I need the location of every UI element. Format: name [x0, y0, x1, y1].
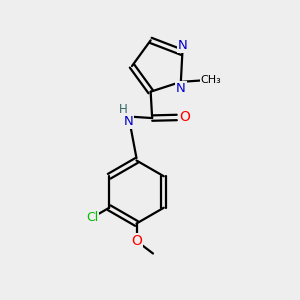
Text: N: N	[123, 116, 133, 128]
Text: CH₃: CH₃	[200, 75, 221, 85]
Text: H: H	[119, 103, 128, 116]
Text: Cl: Cl	[86, 211, 98, 224]
Text: O: O	[180, 110, 190, 124]
Text: N: N	[178, 39, 187, 52]
Text: O: O	[131, 234, 142, 248]
Text: N: N	[176, 82, 186, 95]
